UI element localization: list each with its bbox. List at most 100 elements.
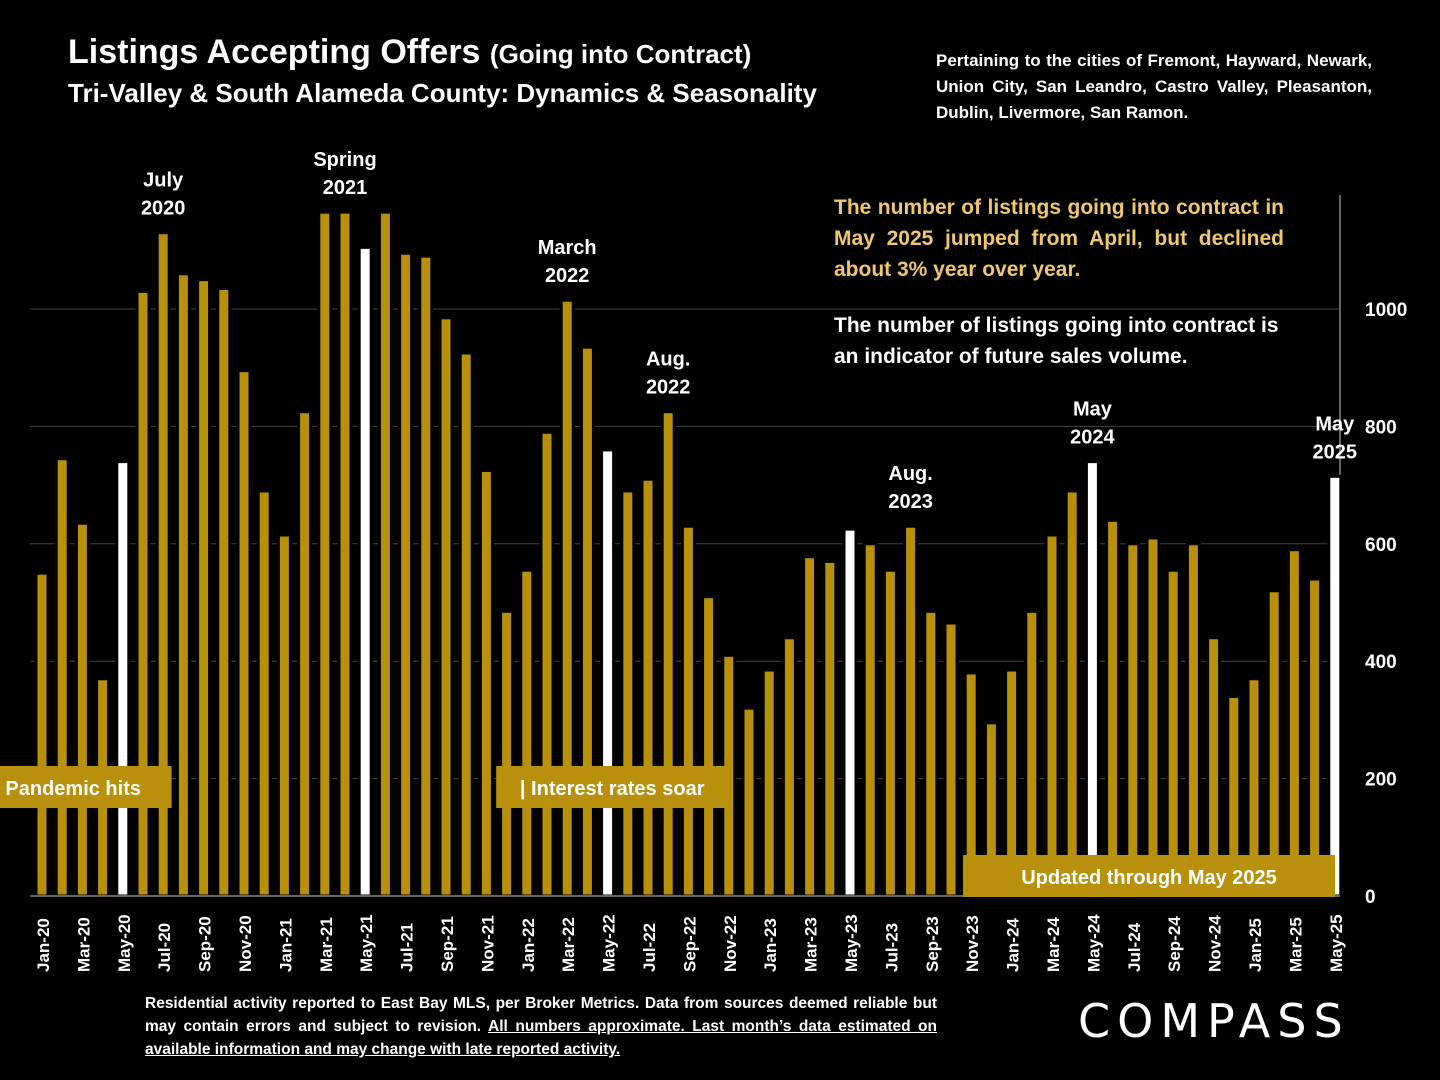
bar [1286,548,1302,898]
footnote-plain: Residential activity reported to East Ba… [145,995,937,1035]
bar [297,410,313,898]
x-tick-label: Jan-20 [34,918,53,972]
x-tick-label: Jul-22 [640,923,659,972]
x-tick-label: Sep-22 [680,916,699,972]
x-tick-label: Mar-22 [559,917,578,972]
highlighted-bar [115,460,131,898]
highlighted-bar [600,448,616,898]
bar [640,477,656,898]
period-annotation: Spring 2021 [313,149,376,199]
bar [398,251,414,898]
bar [1044,533,1060,898]
bar [761,668,777,898]
bar [418,254,434,898]
bar [620,489,636,898]
compass-logo: COMPASS [1078,994,1350,1048]
bar [74,521,90,898]
bar [539,430,555,898]
x-tick-label: Jul-21 [398,923,417,972]
bar [680,524,696,898]
annotation-line: July [143,170,184,192]
x-tick-label: Mar-21 [317,917,336,972]
chart-title-paren: (Going into Contract) [489,39,752,69]
x-tick-label: Sep-23 [923,916,942,972]
bar [34,571,50,898]
y-tick-label: 0 [1365,887,1376,908]
period-annotation: May 2025 [1313,413,1358,463]
annotation-line: May [1315,413,1355,435]
y-tick-label: 200 [1365,770,1397,791]
chart-title: Listings Accepting Offers (Going into Co… [68,30,751,76]
annotation-line: 2020 [141,198,186,220]
bar [822,559,838,898]
highlighted-bar [842,527,858,898]
bar [1125,542,1141,898]
annotation-line: Aug. [646,349,690,371]
event-label-text: | Pandemic hits [0,778,141,800]
x-tick-label: Sep-20 [196,916,215,972]
bar [1266,589,1282,898]
y-tick-label: 1000 [1365,300,1407,321]
chart-subtitle: Tri-Valley & South Alameda County: Dynam… [68,78,817,108]
period-annotation: Aug. 2023 [888,463,933,513]
y-tick-label: 800 [1365,417,1397,438]
period-annotation: March 2022 [538,237,597,287]
annotation-line: 2021 [323,177,368,199]
bar [499,609,515,898]
bar [1185,542,1201,898]
period-annotation: Aug. 2022 [646,349,691,399]
event-label-box [963,855,1335,897]
x-tick-label: Nov-23 [963,915,982,972]
x-tick-label: Mar-20 [74,917,93,972]
x-tick-label: May-25 [1327,914,1346,972]
annotation-line: May [1073,399,1113,421]
bar [862,542,878,898]
bar [236,369,252,898]
region-note: Pertaining to the cities of Fremont, Hay… [936,51,1372,122]
event-label-box [0,766,172,808]
x-tick-label: May-22 [600,914,619,972]
bar [256,489,272,898]
bar [1064,489,1080,898]
annotation-line: 2023 [888,491,933,513]
bar [701,595,717,898]
annotation-line: 2022 [545,265,590,287]
annotation-line: 2022 [646,377,691,399]
annotation-line: Spring [313,149,376,171]
bar [1165,568,1181,898]
x-tick-label: Jul-24 [1125,922,1144,972]
event-label: | Interest rates soar [496,766,729,808]
secondary-note: The number of listings going into contra… [834,314,1279,368]
x-tick-label: Jan-21 [276,918,295,972]
x-tick-label: Jul-23 [882,923,901,972]
annotation-line: 2024 [1070,427,1115,449]
bar [579,345,595,898]
bar [943,621,959,898]
event-label-box [496,766,729,808]
highlighted-bar [1327,474,1343,898]
bar [377,210,393,898]
event-label-text: | Interest rates soar [520,778,705,800]
bar [337,210,353,898]
period-annotation: May 2024 [1070,399,1115,449]
x-tick-label: Jan-23 [761,918,780,972]
highlighted-bar [357,245,373,898]
x-tick-label: Jan-25 [1246,918,1265,972]
bar [1145,536,1161,898]
x-tick-label: Jul-20 [155,923,174,972]
event-label: | Pandemic hits [0,766,172,808]
x-tick-label: May-23 [842,914,861,972]
bar [1307,577,1323,898]
x-tick-label: Sep-21 [438,916,457,972]
x-tick-label: Mar-25 [1286,917,1305,972]
bar [478,468,494,898]
bar [923,609,939,898]
bar [196,278,212,898]
highlighted-bar [1084,460,1100,898]
bar [54,457,70,898]
bar [660,410,676,898]
event-label: Updated through May 2025 [963,855,1335,897]
y-tick-label: 400 [1365,652,1397,673]
source-footnote: Residential activity reported to East Ba… [145,992,937,1061]
x-tick-label: Mar-23 [802,917,821,972]
